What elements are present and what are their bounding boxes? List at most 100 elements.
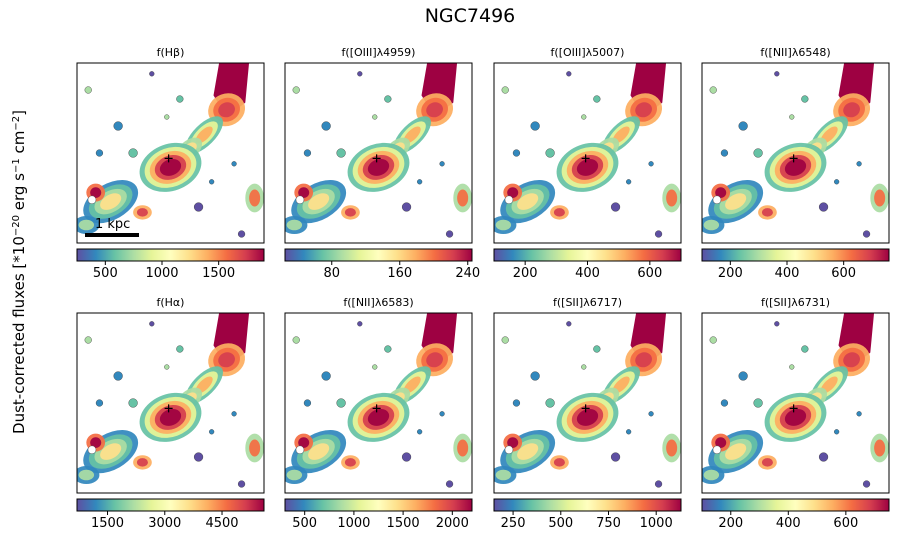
hii-region: [801, 95, 809, 103]
hii-region: [439, 161, 445, 167]
nucleus-marker: [581, 154, 590, 163]
hii-region: [292, 336, 300, 344]
hii-region: [856, 411, 862, 417]
panel-title: f(Hα): [157, 296, 185, 309]
hii-region: [789, 364, 795, 370]
colorbar-tick-label: 1500: [91, 516, 124, 531]
map-frame: [701, 62, 890, 244]
hii-knot-2: [758, 455, 777, 470]
colorbar-tick-label: 240: [455, 266, 480, 281]
hii-region: [545, 148, 555, 158]
hii-region: [128, 148, 138, 158]
hii-region: [774, 321, 780, 327]
hii-region: [321, 121, 331, 131]
hii-region: [834, 179, 840, 185]
colorbar: [76, 248, 265, 262]
map-frame: [493, 62, 682, 244]
hii-region: [209, 429, 215, 435]
y-axis-label-exp3: −2: [11, 116, 22, 131]
hii-region: [401, 452, 412, 462]
hii-region: [439, 411, 445, 417]
hii-knot-2: [550, 205, 569, 220]
hii-region: [84, 86, 92, 94]
hii-region: [501, 336, 509, 344]
colorbar-tick-label: 500: [292, 516, 317, 531]
hii-region: [648, 411, 654, 417]
map-frame: [284, 62, 473, 244]
colorbar: [284, 248, 473, 262]
hii-region: [753, 398, 763, 408]
nucleus-marker: [789, 404, 798, 413]
colorbar-tick-label: 500: [548, 516, 573, 531]
hii-region: [303, 149, 312, 157]
hii-region: [818, 202, 829, 212]
y-axis-label: Dust-corrected fluxes [*10−20 erg s−1 cm…: [10, 110, 28, 434]
y-axis-label-prefix: Dust-corrected fluxes [*10: [10, 236, 28, 434]
hii-knot-3: [285, 466, 308, 484]
y-axis-label-mid1: erg s: [10, 173, 28, 215]
hii-knot-core: [504, 445, 514, 454]
hii-knot-core: [87, 195, 97, 205]
hii-region: [581, 364, 587, 370]
hii-region: [193, 452, 204, 462]
panel-title: f(Hβ): [157, 46, 185, 59]
hii-region: [593, 95, 601, 103]
hii-region: [336, 148, 346, 158]
hii-region: [357, 321, 363, 327]
hii-region: [231, 161, 237, 167]
figure-title: NGC7496: [425, 5, 516, 27]
hii-knot-4: [245, 183, 264, 213]
colorbar: [76, 498, 265, 512]
hii-region: [818, 452, 829, 462]
colorbar-tick-label: 400: [776, 516, 801, 531]
hii-knot-3: [494, 466, 517, 484]
y-axis-label-suffix: ]: [10, 110, 28, 116]
hii-knot-2: [133, 455, 152, 470]
hii-region: [862, 480, 871, 488]
nucleus-marker: [372, 404, 381, 413]
hii-knot-core: [295, 195, 305, 205]
panel: f(Hα) 1500 3000 4500: [76, 296, 265, 531]
colorbar-tick-label: 80: [323, 266, 340, 281]
hii-knot-4: [662, 183, 681, 213]
colorbar-tick-label: 3000: [148, 516, 181, 531]
colorbar-tick-label: 1500: [202, 266, 235, 281]
hii-region: [237, 230, 246, 238]
hii-region: [384, 95, 392, 103]
emission-map: [702, 63, 889, 238]
colorbar-tick-label: 2000: [436, 516, 469, 531]
hii-region: [738, 371, 748, 381]
hii-region: [654, 230, 663, 238]
nucleus: [556, 392, 619, 442]
hii-knot-3: [702, 216, 725, 234]
hii-region: [95, 149, 104, 157]
hii-region: [237, 480, 246, 488]
hii-region: [789, 114, 795, 120]
nucleus-marker: [164, 154, 173, 163]
nucleus-marker: [789, 154, 798, 163]
hii-region: [336, 398, 346, 408]
colorbar: [493, 498, 682, 512]
nucleus: [556, 142, 619, 192]
y-axis-label-mid2: cm: [10, 131, 28, 159]
hii-region: [417, 429, 423, 435]
hii-region: [856, 161, 862, 167]
hii-knot-4: [453, 183, 472, 213]
hii-region: [720, 399, 729, 407]
colorbar-tick-label: 160: [387, 266, 412, 281]
map-frame: [76, 312, 265, 494]
colorbar-tick-label: 250: [501, 516, 526, 531]
hii-region: [610, 452, 621, 462]
hii-region: [231, 411, 237, 417]
colorbar-tick-label: 500: [93, 266, 118, 281]
panel: f([OIII]λ4959) 80 160 240: [284, 46, 480, 281]
hii-region: [654, 480, 663, 488]
hii-region: [862, 230, 871, 238]
colorbar-tick-label: 400: [775, 266, 800, 281]
hii-region: [113, 121, 123, 131]
hii-knot-3: [77, 466, 100, 484]
hii-region: [753, 148, 763, 158]
hii-knot-3: [77, 216, 100, 234]
hii-region: [384, 345, 392, 353]
